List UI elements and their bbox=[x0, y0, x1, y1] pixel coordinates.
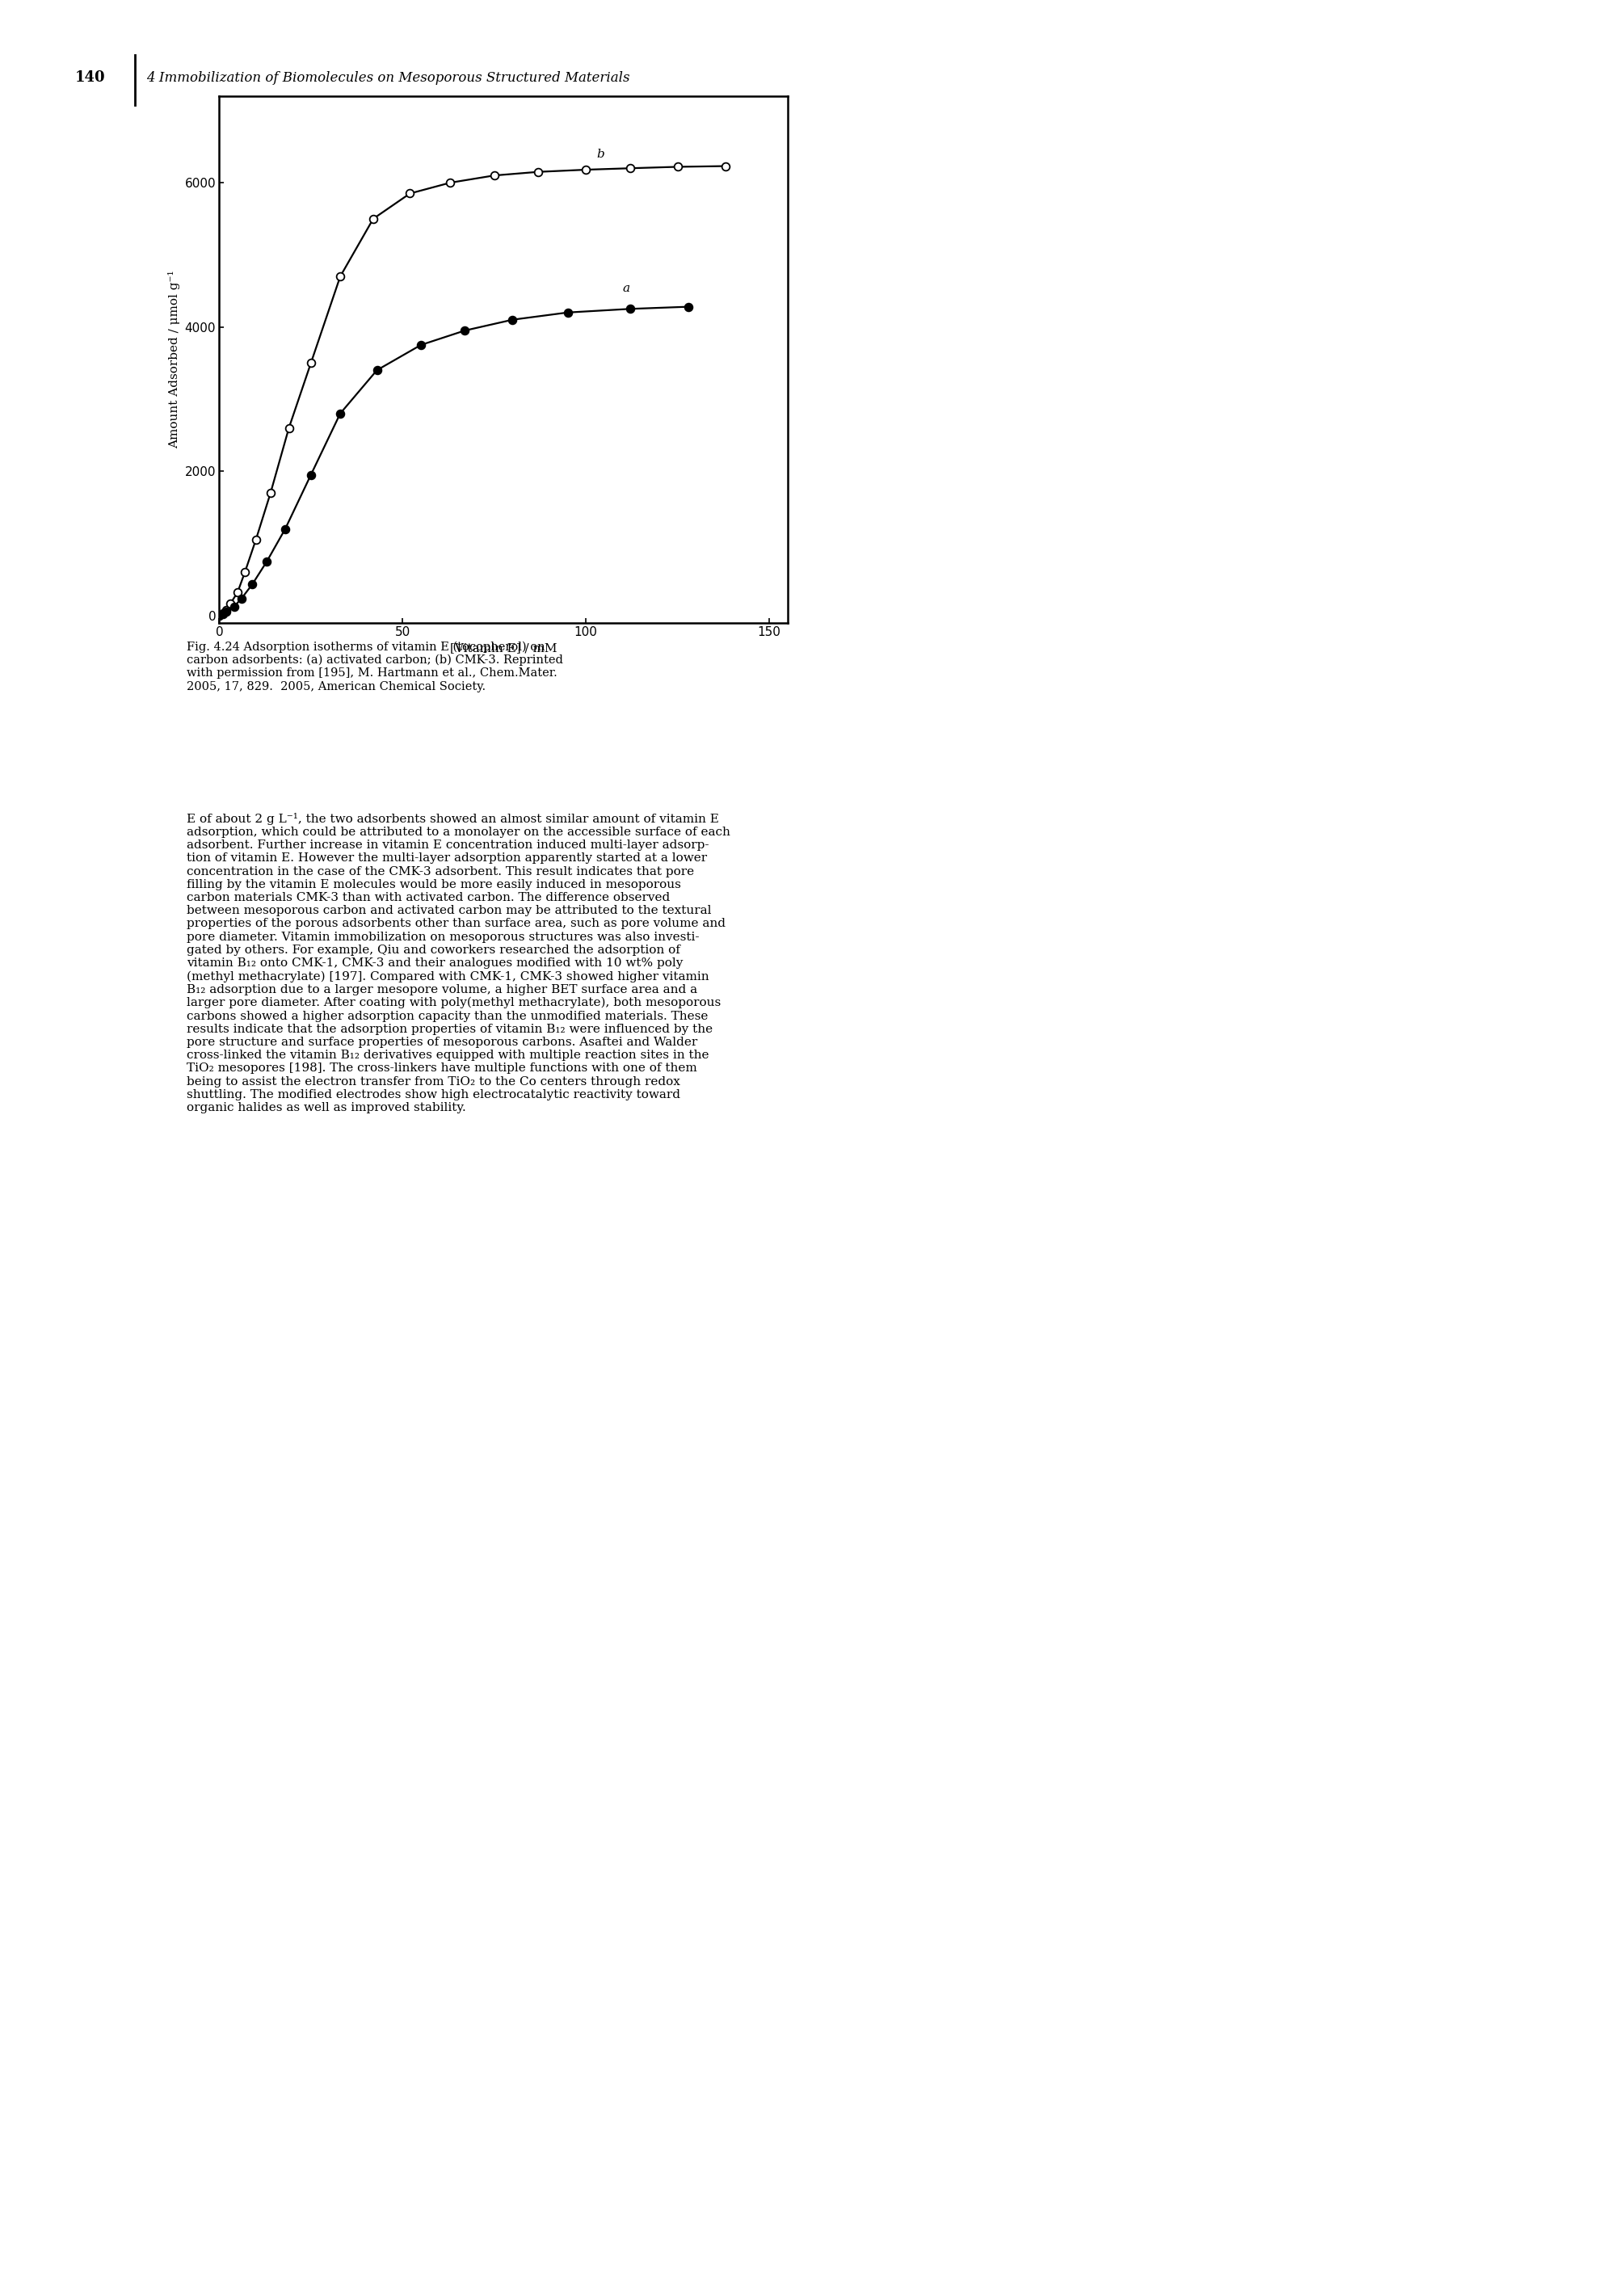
Y-axis label: Amount Adsorbed / μmol g⁻¹: Amount Adsorbed / μmol g⁻¹ bbox=[167, 270, 180, 449]
X-axis label: [Vitamin E] / mM: [Vitamin E] / mM bbox=[450, 643, 557, 655]
Text: a: a bbox=[622, 284, 630, 295]
Text: 4 Immobilization of Biomolecules on Mesoporous Structured Materials: 4 Immobilization of Biomolecules on Meso… bbox=[146, 71, 630, 85]
Text: E of about 2 g L⁻¹, the two adsorbents showed an almost similar amount of vitami: E of about 2 g L⁻¹, the two adsorbents s… bbox=[187, 813, 731, 1112]
Text: 140: 140 bbox=[75, 71, 106, 85]
Text: Fig. 4.24 Adsorption isotherms of vitamin E (tocopherol) on
carbon adsorbents: (: Fig. 4.24 Adsorption isotherms of vitami… bbox=[187, 641, 564, 691]
Text: b: b bbox=[598, 149, 604, 160]
